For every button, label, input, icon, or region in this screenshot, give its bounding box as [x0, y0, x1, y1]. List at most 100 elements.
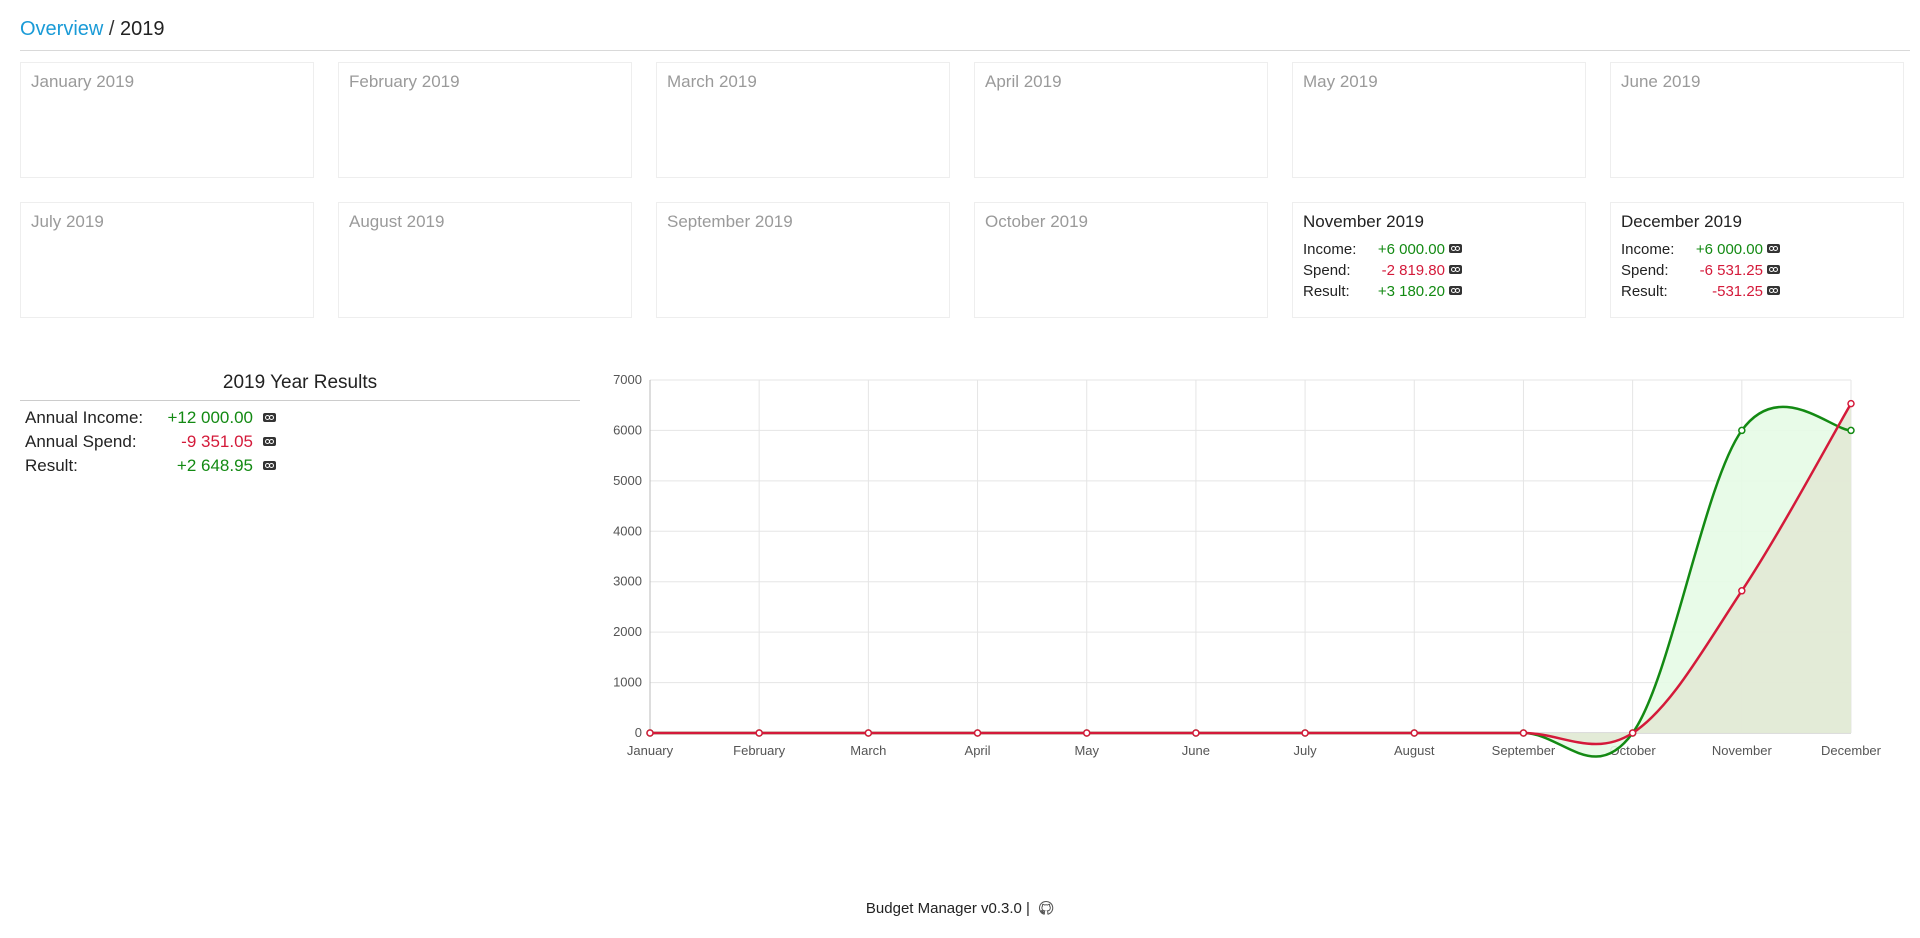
month-card-october[interactable]: October 2019 — [974, 202, 1268, 318]
spend-value: -6 531.25 — [1699, 262, 1763, 279]
result-label: Result: — [1621, 283, 1668, 300]
month-title: June 2019 — [1621, 72, 1701, 91]
camera-money-icon[interactable] — [1767, 286, 1780, 295]
result-label: Result: — [1303, 283, 1350, 300]
data-point — [1410, 729, 1419, 737]
month-title: May 2019 — [1303, 72, 1378, 91]
income-row: Income: +6 000.00 — [1303, 241, 1573, 261]
month-title: November 2019 — [1303, 212, 1424, 231]
data-point — [1628, 729, 1637, 737]
y-tick-label: 3000 — [613, 574, 642, 589]
annual-chart: 0 1000 2000 3000 4000 5000 6000 7000 January Febr… — [600, 370, 1890, 770]
year-results-title: 2019 Year Results — [20, 372, 580, 401]
result-row: Result: -531.25 — [1621, 283, 1891, 303]
annual-spend-value: -9 351.05 — [181, 432, 253, 451]
annual-result-value: +2 648.95 — [176, 456, 253, 475]
month-card-january[interactable]: January 2019 — [20, 62, 314, 178]
month-card-december[interactable]: December 2019 Income: +6 000.00 Spend: -… — [1610, 202, 1904, 318]
data-point — [973, 729, 982, 737]
breadcrumb-current: 2019 — [120, 18, 165, 40]
spend-row: Spend: -2 819.80 — [1303, 262, 1573, 282]
annual-result-row: Result: +2 648.95 — [25, 453, 580, 477]
x-tick-label: June — [1182, 743, 1210, 758]
data-point — [1738, 587, 1746, 595]
data-point — [1738, 426, 1746, 435]
annual-result-label: Result: — [25, 456, 78, 475]
annual-spend-row: Annual Spend: -9 351.05 — [25, 429, 580, 453]
x-tick-label: March — [850, 743, 886, 758]
footer-text: Budget Manager v0.3.0 | — [865, 900, 1030, 917]
annual-spend-label: Annual Spend: — [25, 432, 137, 451]
x-tick-label: January — [627, 743, 674, 758]
income-value: +6 000.00 — [1377, 241, 1445, 258]
x-tick-label: August — [1394, 743, 1435, 758]
month-card-august[interactable]: August 2019 — [338, 202, 632, 318]
spend-value: -2 819.80 — [1381, 262, 1445, 279]
camera-money-icon[interactable] — [263, 461, 276, 470]
month-card-june[interactable]: June 2019 — [1610, 62, 1904, 178]
data-point — [1192, 729, 1200, 737]
data-point — [1847, 399, 1855, 408]
x-tick-label: September — [1492, 743, 1556, 758]
annual-income-value: +12 000.00 — [167, 408, 253, 427]
month-title: January 2019 — [31, 72, 135, 91]
spend-row: Spend: -6 531.25 — [1621, 262, 1891, 282]
y-tick-label: 0 — [635, 725, 642, 740]
x-tick-label: May — [1074, 743, 1099, 758]
x-tick-label: November — [1712, 743, 1773, 758]
footer: Budget Manager v0.3.0 | — [0, 900, 1920, 920]
breadcrumb: Overview / 2019 — [20, 16, 1910, 51]
y-tick-label: 5000 — [613, 473, 642, 488]
x-tick-label: February — [733, 743, 786, 758]
month-card-april[interactable]: April 2019 — [974, 62, 1268, 178]
month-card-february[interactable]: February 2019 — [338, 62, 632, 178]
camera-money-icon[interactable] — [1767, 244, 1780, 253]
data-point — [755, 729, 763, 737]
y-tick-label: 2000 — [613, 624, 642, 639]
income-label: Income: — [1303, 241, 1357, 258]
x-tick-label: April — [965, 743, 991, 758]
annual-income-label: Annual Income: — [25, 408, 144, 427]
year-results-panel: 2019 Year Results Annual Income: +12 000… — [20, 372, 580, 477]
y-tick-label: 6000 — [613, 422, 642, 437]
month-card-march[interactable]: March 2019 — [656, 62, 950, 178]
x-tick-label: December — [1821, 743, 1882, 758]
github-icon[interactable] — [1038, 900, 1054, 920]
result-row: Result: +3 180.20 — [1303, 283, 1573, 303]
camera-money-icon[interactable] — [263, 437, 276, 446]
month-title: February 2019 — [349, 72, 460, 91]
data-point — [1301, 729, 1309, 737]
month-card-september[interactable]: September 2019 — [656, 202, 950, 318]
month-title: August 2019 — [349, 212, 445, 231]
result-value: +3 180.20 — [1377, 283, 1445, 300]
camera-money-icon[interactable] — [1767, 265, 1780, 274]
camera-money-icon[interactable] — [1449, 286, 1462, 295]
month-card-july[interactable]: July 2019 — [20, 202, 314, 318]
income-label: Income: — [1621, 241, 1675, 258]
breadcrumb-overview-link[interactable]: Overview — [20, 18, 104, 40]
month-title: October 2019 — [985, 212, 1089, 231]
spend-label: Spend: — [1621, 262, 1669, 279]
month-title: September 2019 — [667, 212, 793, 231]
series-area — [650, 403, 1851, 745]
camera-money-icon[interactable] — [1449, 265, 1462, 274]
camera-money-icon[interactable] — [263, 413, 276, 422]
y-tick-label: 7000 — [613, 372, 642, 387]
data-point — [1519, 729, 1528, 737]
month-title: April 2019 — [985, 72, 1062, 91]
data-point — [864, 729, 873, 737]
y-tick-label: 1000 — [613, 675, 642, 690]
spend-label: Spend: — [1303, 262, 1351, 279]
income-value: +6 000.00 — [1695, 241, 1763, 258]
annual-line-chart: 0 1000 2000 3000 4000 5000 6000 7000 January Febr… — [613, 372, 1882, 758]
breadcrumb-separator: / — [108, 18, 115, 40]
month-card-november[interactable]: November 2019 Income: +6 000.00 Spend: -… — [1292, 202, 1586, 318]
month-title: March 2019 — [667, 72, 757, 91]
y-tick-label: 4000 — [613, 523, 642, 538]
data-point — [1082, 729, 1091, 737]
annual-income-row: Annual Income: +12 000.00 — [25, 405, 580, 429]
camera-money-icon[interactable] — [1449, 244, 1462, 253]
x-tick-label: July — [1294, 743, 1318, 758]
month-card-may[interactable]: May 2019 — [1292, 62, 1586, 178]
data-point — [1847, 426, 1855, 435]
